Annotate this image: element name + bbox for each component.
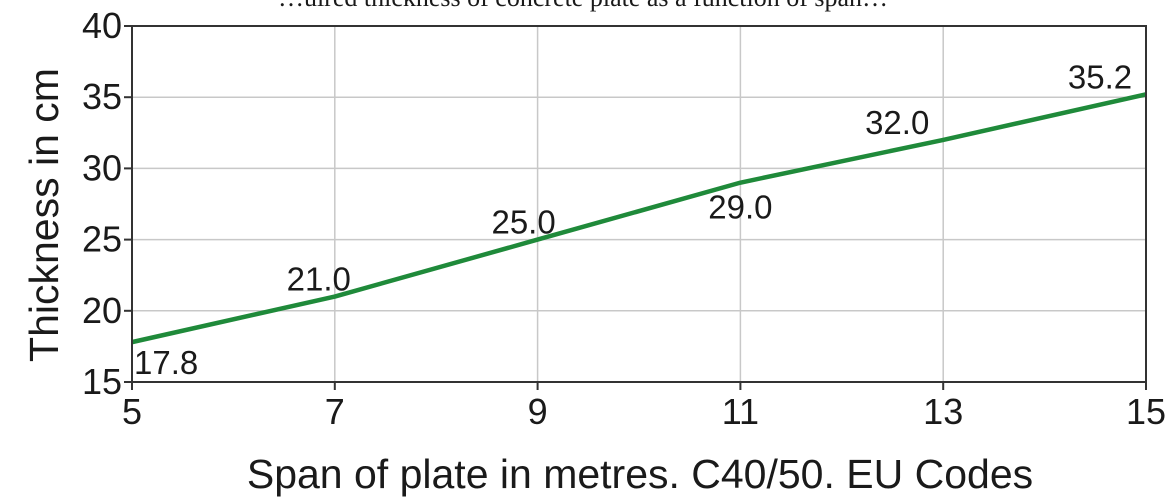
x-tick-label: 11 — [722, 391, 759, 432]
data-labels: 17.8 21.0 25.0 29.0 32.0 35.2 — [134, 58, 1132, 381]
axis-ticks: 5 7 9 11 13 15 15 20 25 30 35 40 — [82, 5, 1166, 432]
data-label: 25.0 — [491, 204, 555, 241]
data-label: 29.0 — [708, 189, 772, 226]
y-tick-label: 40 — [82, 5, 122, 46]
series-line — [131, 92, 1147, 345]
x-tick-label: 5 — [122, 391, 142, 432]
data-label: 35.2 — [1068, 58, 1132, 95]
x-axis-title: Span of plate in metres. C40/50. EU Code… — [247, 451, 1033, 497]
grid — [132, 26, 1146, 382]
y-tick-label: 15 — [82, 361, 122, 402]
data-label: 32.0 — [865, 104, 929, 141]
y-axis-title: Thickness in cm — [21, 68, 67, 362]
plot-frame — [131, 25, 1147, 383]
y-tick-label: 35 — [82, 76, 122, 117]
x-tick-label: 13 — [923, 391, 963, 432]
y-tick-label: 25 — [82, 219, 122, 260]
clipped-header-text: …uired thickness of concrete plate as a … — [278, 0, 888, 12]
data-label: 21.0 — [287, 261, 351, 298]
series-group — [131, 92, 1147, 345]
y-tick-label: 20 — [82, 290, 122, 331]
x-tick-label: 15 — [1126, 391, 1166, 432]
x-tick-label: 9 — [528, 391, 548, 432]
x-tick-label: 7 — [325, 391, 345, 432]
y-tick-label: 30 — [82, 147, 122, 188]
data-label: 17.8 — [134, 344, 198, 381]
